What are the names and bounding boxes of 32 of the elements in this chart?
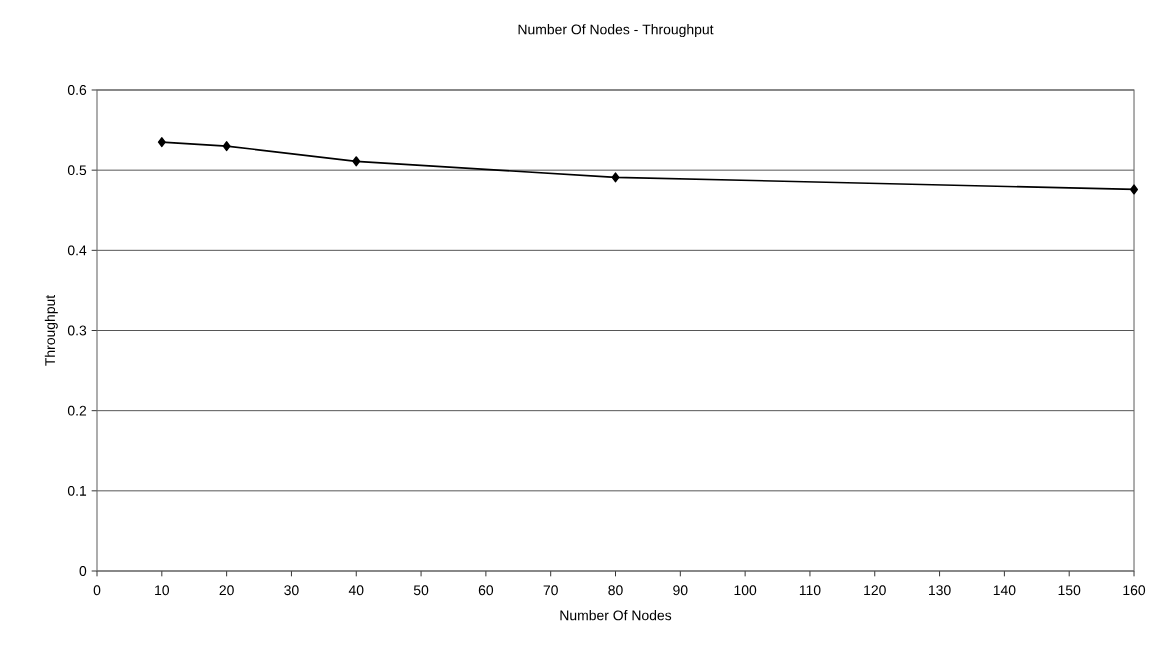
x-tick-label: 60 [478,585,494,596]
chart-title: Number Of Nodes - Throughput [518,24,714,38]
point [352,156,361,167]
x-tick-label: 70 [543,585,558,596]
y-axis-title: Throughput [44,294,58,366]
point [611,172,620,183]
x-tick-label: 90 [673,585,688,596]
point [1130,184,1138,195]
point [157,137,166,148]
x-tick-label: 130 [929,585,951,596]
x-tick-label: 40 [348,585,364,596]
x-tick-label: 160 [1123,585,1146,596]
x-tick-label: 50 [413,585,429,596]
x-tick-label: 10 [155,585,170,596]
x-axis-title: Number Of Nodes [560,610,672,621]
x-tick-label: 120 [864,585,886,596]
x-tick-label: 150 [1058,585,1081,596]
y-tick-label: 0.4 [67,245,87,256]
y-tick-label: 0.6 [67,85,87,95]
y-tick-label: 0.2 [67,405,87,416]
y-tick-label: 0.5 [67,165,87,176]
point [222,141,231,152]
x-tick-label: 20 [219,585,234,596]
x-tick-label: 80 [608,585,623,596]
x-tick-label: 30 [284,585,299,596]
y-tick-label: 0.1 [67,485,87,496]
x-tick-label: 140 [993,585,1016,596]
x-tick-label: 100 [734,585,757,596]
x-tick-label: 0 [93,585,101,596]
y-tick-label: 0.3 [67,325,87,336]
x-tick-label: 110 [799,585,821,596]
y-tick-label: 0 [79,566,87,576]
